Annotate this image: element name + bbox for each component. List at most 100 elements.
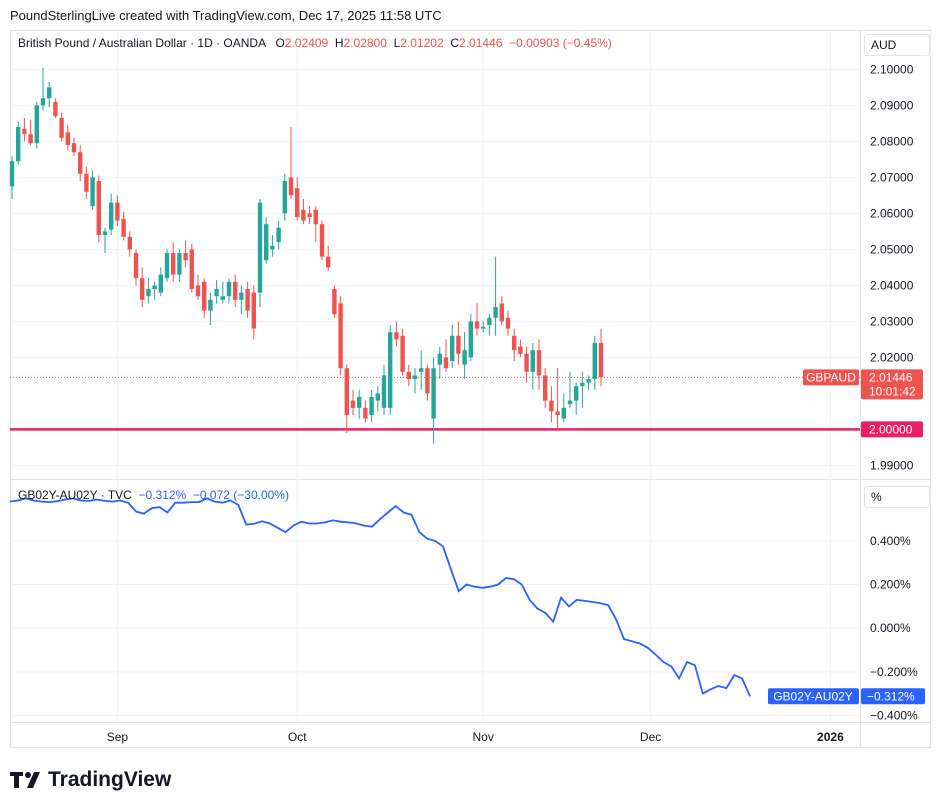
spread-name-tag-bg — [768, 688, 859, 705]
spread-tick-label: 0.000% — [870, 621, 911, 635]
spread-value-tag-bg — [861, 688, 925, 705]
candle-body — [319, 224, 325, 257]
candle-body — [109, 202, 114, 230]
candle-body — [53, 101, 58, 117]
spread-value-tag-text: −0.312% — [867, 689, 915, 703]
candle-body — [214, 289, 219, 297]
candle-body — [282, 181, 287, 214]
candle-body — [567, 400, 573, 405]
candle-body — [536, 350, 542, 376]
candle-body — [474, 321, 480, 329]
candle-body — [363, 407, 368, 419]
main-pane-grid — [10, 30, 931, 748]
currency-unit-button[interactable]: AUD — [864, 34, 930, 56]
lower-value: −0.312% — [138, 488, 187, 502]
candle-body — [518, 346, 523, 354]
candle-body — [257, 202, 263, 293]
price-tick-label: 2.06000 — [870, 206, 914, 220]
low-value: 2.01202 — [400, 36, 444, 50]
candle-body — [28, 134, 33, 144]
candle-body — [586, 379, 591, 383]
price-axis: 2.10000 2.09000 2.08000 2.07000 2.06000 2.050… — [870, 62, 914, 472]
spread-name-tag-text: GB02Y-AU02Y — [773, 689, 853, 703]
candle-body — [549, 400, 554, 412]
candle-body — [431, 368, 436, 419]
open-label: O — [275, 36, 285, 50]
price-tick-label: 2.05000 — [870, 242, 914, 256]
candle-body — [462, 350, 467, 365]
price-tick-label: 2.09000 — [870, 98, 914, 112]
candle-body — [357, 397, 362, 408]
instrument-label: British Pound / Australian Dollar · 1D ·… — [18, 36, 266, 50]
candle-body — [264, 224, 269, 261]
time-tick-label: Oct — [288, 730, 307, 744]
candle-body — [71, 143, 77, 153]
candle-body — [493, 307, 498, 318]
candle-body — [326, 256, 331, 268]
low-label: L — [393, 36, 401, 50]
candle-body — [350, 400, 356, 408]
percent-unit-button[interactable]: % — [864, 486, 930, 508]
level-tag-bg — [861, 421, 923, 438]
candle-body — [574, 386, 579, 401]
candle-body — [505, 317, 511, 329]
brand-name: TradingView — [48, 768, 172, 791]
candle-body — [307, 213, 312, 217]
chart-frame — [10, 30, 931, 748]
spread-tick-label: −0.200% — [870, 665, 918, 679]
candle-body — [369, 397, 374, 415]
candlestick-series — [9, 67, 860, 444]
candle-body — [499, 303, 504, 322]
candle-body — [115, 202, 120, 221]
countdown-text: 10:01:42 — [869, 384, 916, 398]
candle-body — [146, 289, 151, 297]
candle-body — [90, 177, 95, 207]
candle-body — [375, 393, 380, 401]
lower-legend: GB02Y-AU02Y · TVC −0.312% −0.072 (−30.00… — [18, 488, 289, 502]
candle-body — [580, 382, 585, 387]
change-value: −0.00903 (−0.45%) — [509, 36, 612, 50]
chart-attribution: PoundSterlingLive created with TradingVi… — [10, 8, 442, 23]
candle-body — [183, 253, 188, 261]
price-tick-label: 2.04000 — [870, 278, 914, 292]
candle-body — [592, 343, 597, 379]
candle-body — [133, 253, 139, 279]
spread-tick-label: −0.400% — [870, 708, 918, 722]
candle-body — [295, 188, 300, 217]
candle-body — [450, 335, 455, 361]
tradingview-logo[interactable]: TradingView — [10, 768, 171, 792]
candle-body — [561, 407, 566, 419]
candle-body — [220, 296, 225, 300]
candle-body — [34, 105, 39, 144]
candle-body — [288, 177, 294, 196]
last-price-tag-bg — [861, 369, 923, 400]
candle-body — [140, 278, 145, 300]
candle-body — [313, 209, 318, 225]
candle-body — [530, 350, 535, 372]
candle-body — [102, 231, 108, 235]
main-legend: British Pound / Australian Dollar · 1D ·… — [18, 36, 612, 50]
candle-body — [127, 236, 132, 250]
candle-body — [456, 335, 461, 354]
open-value: 2.02409 — [284, 36, 329, 50]
candle-body — [121, 218, 126, 237]
gbpaud-name-tag: GBPAUD — [803, 369, 859, 386]
candle-body — [189, 249, 194, 289]
candle-body — [59, 118, 64, 138]
price-tick-label: 2.08000 — [870, 134, 914, 148]
lower-change: −0.072 (−30.00%) — [192, 488, 289, 502]
candle-body — [22, 128, 27, 135]
candle-body — [276, 227, 281, 243]
close-value: 2.01446 — [459, 36, 503, 50]
price-tick-label: 2.03000 — [870, 314, 914, 328]
spread-tick-label: 0.200% — [870, 578, 911, 592]
candle-body — [9, 161, 15, 187]
lower-pane-grid — [10, 540, 860, 716]
gbpaud-name-tag-text: GBPAUD — [806, 370, 856, 384]
candle-body — [425, 368, 430, 394]
candle-body — [406, 371, 411, 379]
candle-body — [468, 321, 473, 358]
high-label: H — [334, 36, 344, 50]
